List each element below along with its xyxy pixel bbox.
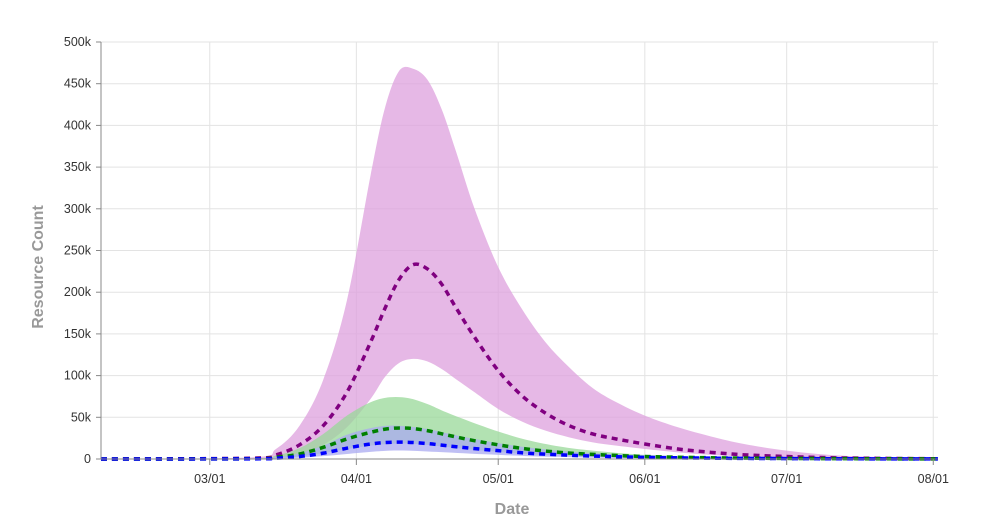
y-tick-label: 300k <box>64 202 92 216</box>
y-axis-title: Resource Count <box>30 205 47 329</box>
y-tick-label: 350k <box>64 160 92 174</box>
axes: 0 50k 100k 150k 200k 250k 300k 350k 400k 450k 500k… <box>64 35 949 486</box>
x-tick-label: 04/01 <box>341 472 372 486</box>
x-tick-label: 06/01 <box>629 472 660 486</box>
y-tick-label: 0 <box>84 452 91 466</box>
confidence-band-2 <box>101 396 938 459</box>
grid <box>101 41 938 459</box>
x-tick-label: 03/01 <box>194 472 225 486</box>
confidence-band-1 <box>101 66 938 459</box>
y-tick-label: 450k <box>64 77 92 91</box>
y-tick-label: 200k <box>64 285 92 299</box>
x-tick-label: 05/01 <box>483 472 514 486</box>
y-tick-label: 250k <box>64 244 92 258</box>
y-tick-label: 150k <box>64 327 92 341</box>
x-tick-label: 07/01 <box>771 472 802 486</box>
y-tick-label: 50k <box>71 410 92 424</box>
y-tick-label: 500k <box>64 35 92 49</box>
x-tick-label: 08/01 <box>918 472 949 486</box>
y-tick-label: 100k <box>64 369 92 383</box>
x-axis-title: Date <box>495 501 530 518</box>
series-line-1 <box>100 262 939 461</box>
y-tick-label: 400k <box>64 118 92 132</box>
series-lines <box>100 262 939 461</box>
